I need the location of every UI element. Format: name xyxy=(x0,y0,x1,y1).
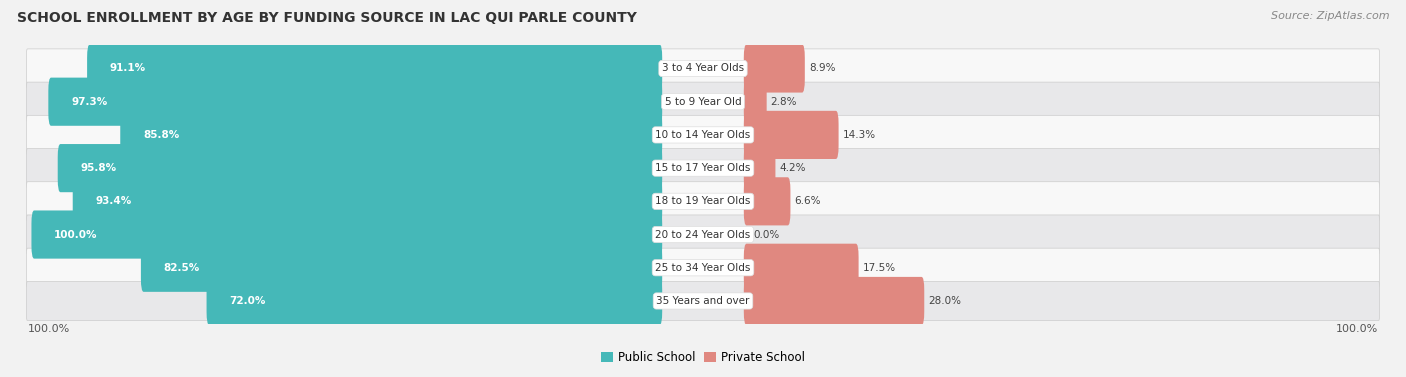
Text: 25 to 34 Year Olds: 25 to 34 Year Olds xyxy=(655,263,751,273)
FancyBboxPatch shape xyxy=(27,248,1379,287)
Text: 100.0%: 100.0% xyxy=(28,324,70,334)
FancyBboxPatch shape xyxy=(744,111,838,159)
Text: 95.8%: 95.8% xyxy=(80,163,117,173)
FancyBboxPatch shape xyxy=(48,78,662,126)
Text: 20 to 24 Year Olds: 20 to 24 Year Olds xyxy=(655,230,751,239)
FancyBboxPatch shape xyxy=(73,177,662,225)
Text: 93.4%: 93.4% xyxy=(96,196,132,206)
Text: 28.0%: 28.0% xyxy=(928,296,962,306)
Text: 2.8%: 2.8% xyxy=(770,97,797,107)
FancyBboxPatch shape xyxy=(744,44,804,93)
FancyBboxPatch shape xyxy=(207,277,662,325)
Text: 35 Years and over: 35 Years and over xyxy=(657,296,749,306)
Text: 0.0%: 0.0% xyxy=(754,230,779,239)
Text: 100.0%: 100.0% xyxy=(1336,324,1378,334)
FancyBboxPatch shape xyxy=(744,277,924,325)
Text: 10 to 14 Year Olds: 10 to 14 Year Olds xyxy=(655,130,751,140)
Text: 18 to 19 Year Olds: 18 to 19 Year Olds xyxy=(655,196,751,206)
FancyBboxPatch shape xyxy=(58,144,662,192)
FancyBboxPatch shape xyxy=(27,182,1379,221)
Text: 5 to 9 Year Old: 5 to 9 Year Old xyxy=(665,97,741,107)
Text: 100.0%: 100.0% xyxy=(55,230,97,239)
Text: 6.6%: 6.6% xyxy=(794,196,821,206)
FancyBboxPatch shape xyxy=(27,115,1379,155)
Text: 91.1%: 91.1% xyxy=(110,63,146,74)
Text: 82.5%: 82.5% xyxy=(163,263,200,273)
Text: 4.2%: 4.2% xyxy=(779,163,806,173)
Text: 17.5%: 17.5% xyxy=(863,263,896,273)
Text: 85.8%: 85.8% xyxy=(143,130,179,140)
Text: SCHOOL ENROLLMENT BY AGE BY FUNDING SOURCE IN LAC QUI PARLE COUNTY: SCHOOL ENROLLMENT BY AGE BY FUNDING SOUR… xyxy=(17,11,637,25)
Legend: Public School, Private School: Public School, Private School xyxy=(596,346,810,369)
Text: 8.9%: 8.9% xyxy=(808,63,835,74)
Text: 3 to 4 Year Olds: 3 to 4 Year Olds xyxy=(662,63,744,74)
Text: 14.3%: 14.3% xyxy=(842,130,876,140)
FancyBboxPatch shape xyxy=(31,210,662,259)
FancyBboxPatch shape xyxy=(744,144,776,192)
FancyBboxPatch shape xyxy=(744,78,766,126)
FancyBboxPatch shape xyxy=(27,215,1379,254)
FancyBboxPatch shape xyxy=(27,281,1379,320)
Text: 97.3%: 97.3% xyxy=(72,97,107,107)
FancyBboxPatch shape xyxy=(27,49,1379,88)
Text: 72.0%: 72.0% xyxy=(229,296,266,306)
FancyBboxPatch shape xyxy=(121,111,662,159)
FancyBboxPatch shape xyxy=(744,177,790,225)
FancyBboxPatch shape xyxy=(27,82,1379,121)
Text: Source: ZipAtlas.com: Source: ZipAtlas.com xyxy=(1271,11,1389,21)
Text: 15 to 17 Year Olds: 15 to 17 Year Olds xyxy=(655,163,751,173)
FancyBboxPatch shape xyxy=(141,244,662,292)
FancyBboxPatch shape xyxy=(87,44,662,93)
FancyBboxPatch shape xyxy=(744,244,859,292)
FancyBboxPatch shape xyxy=(27,149,1379,188)
